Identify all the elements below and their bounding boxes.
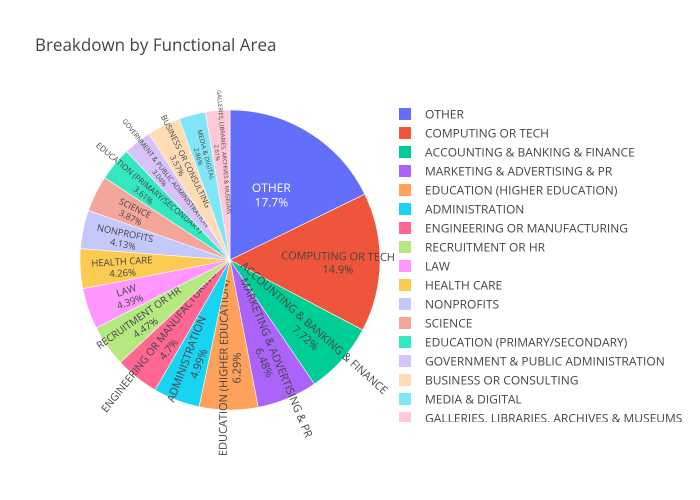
legend-item-accounting-banking-finance[interactable]: ACCOUNTING & BANKING & FINANCE (399, 144, 635, 161)
slice-label-text: OTHER (252, 179, 291, 196)
legend-item-health-care[interactable]: HEALTH CARE (399, 277, 502, 294)
legend-label: EDUCATION (HIGHER EDUCATION) (425, 182, 618, 199)
legend-swatch (399, 108, 411, 120)
legend-swatch (399, 146, 411, 158)
legend-swatch (399, 336, 411, 348)
legend-label: COMPUTING OR TECH (425, 125, 549, 142)
legend-item-science[interactable]: SCIENCE (399, 315, 472, 332)
legend-label: OTHER (425, 106, 464, 123)
slice-computing-or-tech[interactable] (229, 193, 381, 331)
legend-item-government-public-administration[interactable]: GOVERNMENT & PUBLIC ADMINISTRATION (399, 353, 665, 370)
legend-item-education-primary-secondary[interactable]: EDUCATION (PRIMARY/SECONDARY) (399, 334, 628, 351)
legend-swatch (399, 260, 411, 272)
legend-item-computing-or-tech[interactable]: COMPUTING OR TECH (399, 125, 549, 142)
slice-label-text: COMPUTING OR TECH (281, 248, 395, 265)
slice-label-percent: 2.61% (212, 144, 221, 161)
legend-swatch (399, 203, 411, 215)
legend-swatch (399, 241, 411, 253)
legend-label: GALLERIES, LIBRARIES, ARCHIVES & MUSEUMS (425, 410, 682, 427)
slice-galleries-libraries-archives-museums[interactable] (205, 109, 231, 261)
legend-swatch (399, 222, 411, 234)
legend-label: ADMINISTRATION (425, 201, 524, 218)
slice-label-text: HEALTH CARE (91, 253, 153, 269)
slice-label-percent: 4.26% (109, 266, 136, 281)
legend-swatch (399, 298, 411, 310)
slice-label-percent: 6.29% (229, 353, 244, 384)
legend-label: MEDIA & DIGITAL (425, 391, 522, 408)
slice-other[interactable] (229, 109, 366, 261)
legend-swatch (399, 165, 411, 177)
legend-swatch (399, 355, 411, 367)
legend-label: LAW (425, 258, 450, 275)
legend-label: MARKETING & ADVERTISING & PR (425, 163, 613, 180)
legend-swatch (399, 393, 411, 405)
slice-label-text: LAW (114, 281, 137, 300)
legend-swatch (399, 412, 411, 422)
legend-item-media-digital[interactable]: MEDIA & DIGITAL (399, 391, 522, 408)
slice-label-percent: 17.7% (254, 193, 288, 210)
legend-swatch (399, 127, 411, 139)
legend-label: ACCOUNTING & BANKING & FINANCE (425, 144, 635, 161)
legend-item-business-or-consulting[interactable]: BUSINESS OR CONSULTING (399, 372, 579, 389)
legend-item-other[interactable]: OTHER (399, 106, 464, 123)
legend-swatch (399, 279, 411, 291)
legend-label: SCIENCE (425, 315, 472, 332)
legend-label: RECRUITMENT OR HR (425, 239, 546, 256)
slice-label-education-higher-education: EDUCATION (HIGHER EDUCATION)6.29% (216, 280, 245, 456)
chart-title: Breakdown by Functional Area (35, 33, 276, 56)
legend-label: BUSINESS OR CONSULTING (425, 372, 579, 389)
slice-label-percent: 14.9% (322, 262, 353, 277)
legend-label: EDUCATION (PRIMARY/SECONDARY) (425, 334, 628, 351)
legend-item-administration[interactable]: ADMINISTRATION (399, 201, 524, 218)
legend-swatch (399, 374, 411, 386)
slice-label-percent: 2.86% (192, 147, 205, 167)
slice-label-text: EDUCATION (HIGHER EDUCATION) (216, 280, 233, 456)
legend-label: GOVERNMENT & PUBLIC ADMINISTRATION (425, 353, 665, 370)
legend-item-engineering-or-manufacturing[interactable]: ENGINEERING OR MANUFACTURING (399, 220, 628, 237)
slice-label-percent: 4.13% (109, 235, 137, 253)
legend-label: HEALTH CARE (425, 277, 502, 294)
legend-item-recruitment-or-hr[interactable]: RECRUITMENT OR HR (399, 239, 546, 256)
legend-item-marketing-advertising-pr[interactable]: MARKETING & ADVERTISING & PR (399, 163, 613, 180)
legend-item-galleries-libraries-archives-museums[interactable]: GALLERIES, LIBRARIES, ARCHIVES & MUSEUMS (399, 410, 682, 427)
legend-swatch (399, 184, 411, 196)
legend-label: ENGINEERING OR MANUFACTURING (425, 220, 628, 237)
legend[interactable]: OTHER COMPUTING OR TECH ACCOUNTING & BANKI… (399, 106, 682, 427)
legend-item-nonprofits[interactable]: NONPROFITS (399, 296, 499, 313)
legend-label: NONPROFITS (425, 296, 499, 313)
legend-swatch (399, 317, 411, 329)
legend-item-education-higher-education[interactable]: EDUCATION (HIGHER EDUCATION) (399, 182, 618, 199)
legend-item-law[interactable]: LAW (399, 258, 450, 275)
